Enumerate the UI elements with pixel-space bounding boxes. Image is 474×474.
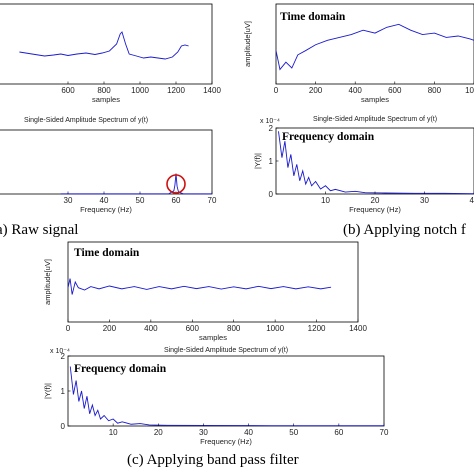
series-line — [275, 23, 474, 71]
caption-b: (b) Applying notch f — [343, 222, 466, 238]
x-tick-label: 200 — [103, 324, 117, 333]
x-tick-label: 1400 — [349, 324, 367, 333]
chart-b-freq: 10 20 30 40 0 1 2 Frequency (Hz) |Y(f)| Single-Si… — [240, 110, 474, 220]
x-tick-label: 1000 — [465, 86, 474, 95]
x-tick-label: 50 — [136, 196, 145, 205]
x-tick-label: 50 — [289, 428, 298, 437]
x-axis-label: samples — [361, 95, 389, 104]
chart-a-time: 600 800 1000 1200 1400 samples — [0, 0, 230, 108]
y-axis-label: amplitude[uV] — [43, 259, 52, 305]
x-tick-label: 400 — [144, 324, 158, 333]
plot-frame — [275, 3, 474, 85]
peak-highlight-circle — [166, 174, 186, 194]
plot-frame — [67, 241, 359, 323]
x-tick-label: 800 — [97, 86, 111, 95]
plot-frame — [0, 129, 213, 195]
x-tick-label: 1000 — [266, 324, 284, 333]
x-axis-label: Frequency (Hz) — [80, 205, 132, 214]
x-tick-label: 40 — [470, 196, 474, 205]
x-tick-label: 1400 — [203, 86, 221, 95]
x-axis-label: samples — [199, 333, 227, 342]
chart-title: Single-Sided Amplitude Spectrum of y(t) — [24, 117, 148, 124]
x-tick-label: 10 — [109, 428, 118, 437]
chart-title: Single-Sided Amplitude Spectrum of y(t) — [164, 347, 288, 354]
x-tick-label: 600 — [388, 86, 402, 95]
y-axis-label: |Y(f)| — [253, 153, 262, 169]
x-tick-label: 30 — [199, 428, 208, 437]
y-tick-label: 2 — [269, 124, 274, 133]
x-tick-label: 1200 — [167, 86, 185, 95]
x-tick-label: 60 — [334, 428, 343, 437]
x-tick-label: 1200 — [308, 324, 326, 333]
chart-b-time: 0 200 400 600 800 1000 samples amplitude[uV] Tim… — [240, 0, 474, 108]
plot-frame — [0, 3, 213, 85]
x-tick-label: 20 — [154, 428, 163, 437]
x-tick-label: 70 — [380, 428, 389, 437]
x-axis-label: Frequency (Hz) — [349, 205, 401, 214]
series-line — [278, 131, 474, 195]
x-tick-label: 1000 — [131, 86, 149, 95]
chart-title: Single-Sided Amplitude Spectrum of y(t) — [313, 116, 437, 123]
domain-annotation: Time domain — [280, 11, 346, 23]
x-tick-label: 600 — [61, 86, 75, 95]
x-tick-label: 200 — [309, 86, 323, 95]
y-tick-label: 1 — [61, 387, 66, 396]
x-tick-label: 30 — [64, 196, 73, 205]
y-tick-label: 1 — [269, 157, 274, 166]
x-tick-label: 70 — [208, 196, 217, 205]
x-tick-label: 20 — [371, 196, 380, 205]
series-line — [69, 366, 384, 427]
y-tick-label: 0 — [61, 422, 66, 431]
series-line — [60, 173, 213, 195]
y-axis-label: |Y(f)| — [43, 383, 52, 399]
chart-c-time: 0 200 400 600 800 1000 1200 1400 samples amplitud… — [40, 238, 400, 348]
y-exponent-label: x 10⁻⁴ — [50, 348, 70, 355]
domain-annotation: Frequency domain — [282, 131, 375, 143]
y-axis-label: amplitude[uV] — [243, 21, 252, 67]
x-tick-label: 40 — [100, 196, 109, 205]
y-exponent-label: x 10⁻⁴ — [260, 118, 280, 125]
x-tick-label: 800 — [227, 324, 241, 333]
x-axis-label: Frequency (Hz) — [200, 437, 252, 446]
y-tick-label: 0 — [269, 190, 274, 199]
x-tick-label: 0 — [66, 324, 71, 333]
x-tick-label: 10 — [321, 196, 330, 205]
x-tick-label: 400 — [349, 86, 363, 95]
x-tick-label: 0 — [274, 86, 279, 95]
caption-a: a) Raw signal — [0, 222, 79, 238]
y-tick-label: 2 — [61, 352, 66, 361]
series-line — [67, 278, 332, 295]
series-line — [19, 31, 189, 60]
x-tick-label: 30 — [420, 196, 429, 205]
x-tick-label: 600 — [186, 324, 200, 333]
caption-c: (c) Applying band pass filter — [127, 452, 299, 468]
x-tick-label: 800 — [428, 86, 442, 95]
domain-annotation: Frequency domain — [74, 363, 167, 375]
domain-annotation: Time domain — [74, 247, 140, 259]
x-tick-label: 40 — [244, 428, 253, 437]
x-axis-label: samples — [92, 95, 120, 104]
chart-c-freq: 10 20 30 40 50 60 70 0 1 2 Frequency (Hz) |Y(f)| Sin… — [40, 340, 400, 452]
chart-a-freq: 30 40 50 60 70 Frequency (Hz) Single-Sided Amp… — [0, 110, 230, 220]
x-tick-label: 60 — [172, 196, 181, 205]
